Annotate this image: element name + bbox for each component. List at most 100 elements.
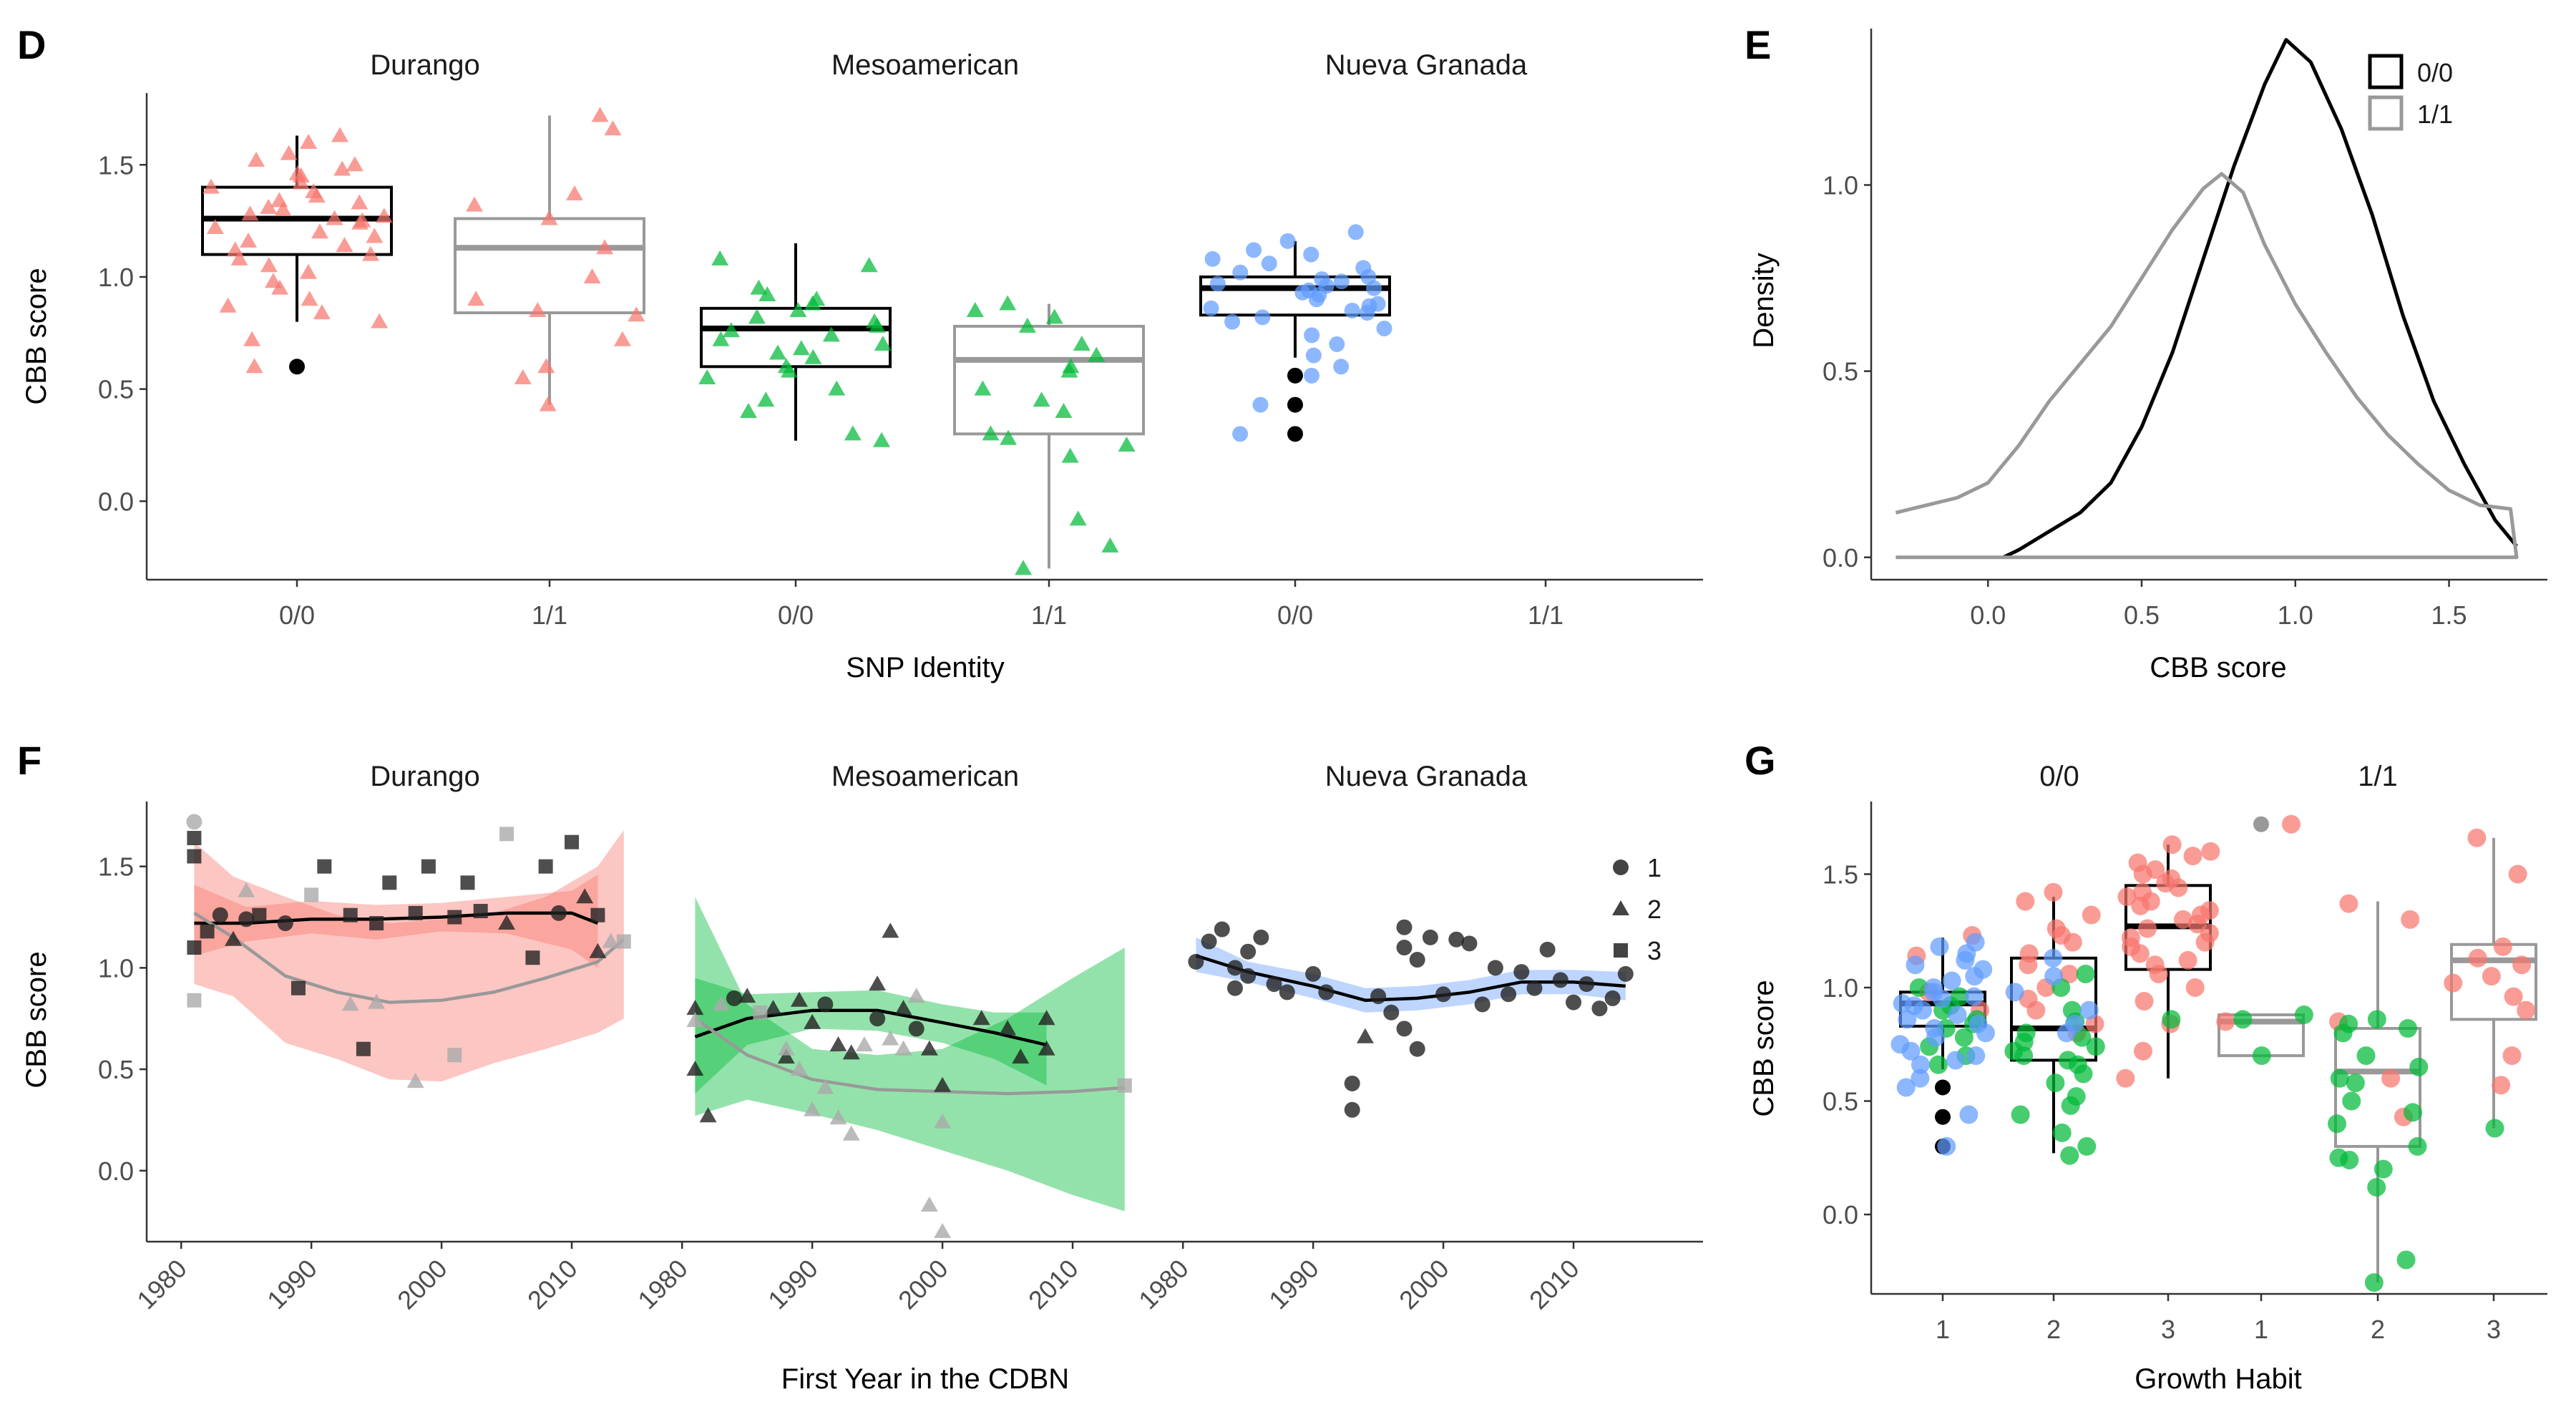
panel-g-point bbox=[2399, 1019, 2418, 1038]
panel-f-point bbox=[590, 907, 605, 922]
panel-g-point bbox=[2019, 955, 2038, 975]
panel-f-point bbox=[550, 905, 567, 921]
panel-g-point bbox=[2294, 1005, 2313, 1025]
panel-g-point bbox=[2281, 814, 2301, 834]
panel-f-x-tick-label: 1980 bbox=[632, 1254, 693, 1315]
panel-d-point bbox=[1304, 327, 1320, 344]
panel-f-point bbox=[447, 1048, 462, 1063]
panel-d-point bbox=[828, 380, 846, 396]
panel-d-y-tick-label: 0.0 bbox=[98, 487, 134, 516]
panel-f-point bbox=[855, 1036, 873, 1052]
panel-d-x-tick-label: 1/1 bbox=[1528, 600, 1563, 630]
panel-f-point bbox=[369, 916, 384, 931]
panel-f-point bbox=[538, 859, 553, 874]
panel-f-point bbox=[1396, 1021, 1413, 1037]
panel-d-point bbox=[326, 210, 343, 225]
panel-d-point bbox=[240, 232, 258, 248]
panel-f-point bbox=[908, 1021, 924, 1037]
panel-g-point bbox=[2201, 842, 2220, 861]
panel-d-point bbox=[1366, 280, 1382, 296]
panel-f-point bbox=[1012, 1048, 1030, 1064]
panel-g-point bbox=[2216, 1012, 2235, 1031]
panel-f-point bbox=[525, 950, 540, 965]
panel-d-point bbox=[822, 326, 840, 342]
panel-e-density-11 bbox=[1895, 172, 2519, 560]
panel-g-point bbox=[1906, 955, 1925, 975]
panel-g-point bbox=[2063, 933, 2082, 952]
panel-f-point bbox=[1318, 984, 1335, 1000]
panel-e-legend-key bbox=[2368, 95, 2404, 131]
panel-f-point bbox=[187, 940, 202, 955]
panel-d-x-axis-title: SNP Identity bbox=[846, 652, 1005, 683]
panel-f-point bbox=[1279, 984, 1295, 1000]
panel-d-point bbox=[1000, 429, 1018, 445]
panel-g-point bbox=[2026, 1000, 2046, 1020]
panel-d-point bbox=[966, 301, 984, 317]
panel-f-point bbox=[186, 814, 203, 830]
panel-g-point bbox=[2339, 894, 2358, 913]
panel-g-point bbox=[1913, 1000, 1932, 1020]
panel-f-point bbox=[842, 1044, 860, 1060]
panel-g-point bbox=[2016, 892, 2035, 911]
panel-d-point bbox=[245, 358, 263, 374]
panel-g-x-tick-label: 2 bbox=[2046, 1315, 2061, 1344]
panel-f-point bbox=[934, 1076, 952, 1092]
panel-f-smooth-line bbox=[694, 1008, 1048, 1047]
panel-f-point bbox=[238, 882, 255, 897]
panel-d-point bbox=[1303, 246, 1319, 263]
panel-f-point bbox=[1305, 965, 1322, 982]
panel-g-point bbox=[1928, 1055, 1948, 1074]
panel-e-legend-label: 0/0 bbox=[2417, 58, 2453, 87]
panel-f-point bbox=[1422, 929, 1438, 945]
panel-f-legend-label: 2 bbox=[1647, 895, 1662, 924]
panel-d-point bbox=[874, 335, 892, 351]
panel-d-point bbox=[1069, 510, 1087, 526]
panel-g-point bbox=[2373, 1159, 2393, 1179]
panel-g-point bbox=[2011, 1105, 2030, 1124]
panel-f-point bbox=[565, 834, 580, 849]
panel-f-point bbox=[1487, 960, 1503, 976]
panel-d-point bbox=[591, 107, 609, 122]
panel-d-boxplot-box bbox=[953, 324, 1145, 436]
panel-d-point bbox=[260, 198, 278, 214]
panel-g-point bbox=[1966, 1046, 1986, 1066]
panel-d-x-tick-label: 0/0 bbox=[778, 600, 814, 630]
panel-f-point bbox=[920, 1196, 938, 1212]
panel-f-point bbox=[343, 907, 358, 922]
panel-d-point bbox=[748, 308, 766, 324]
panel-f-point bbox=[589, 943, 607, 958]
panel-g-point bbox=[1942, 971, 1961, 990]
panel-f-point bbox=[829, 1109, 847, 1125]
panel-d-point bbox=[371, 313, 389, 328]
panel-f-point bbox=[616, 934, 631, 949]
panel-g-point bbox=[2502, 1046, 2522, 1066]
panel-f-point bbox=[1240, 968, 1257, 984]
panel-d-boxplot-outlier bbox=[1287, 396, 1303, 413]
panel-g-point bbox=[2183, 847, 2202, 866]
panel-f-point bbox=[1513, 964, 1530, 980]
panel-e-x-axis-title: CBB score bbox=[2150, 652, 2286, 683]
panel-d-point bbox=[1101, 537, 1119, 552]
panel-f-x-tick-label: 1990 bbox=[261, 1254, 323, 1315]
panel-d-point bbox=[540, 210, 558, 225]
panel-d-point bbox=[1254, 309, 1271, 326]
panel-g-point bbox=[1964, 987, 1984, 1006]
panel-g-point bbox=[2517, 1000, 2536, 1020]
panel-g-boxplot-outlier bbox=[1935, 1109, 1951, 1125]
panel-d-point bbox=[219, 297, 237, 313]
plot-layer: 0.0 0.5 1.0 1.5 0/0 1/1 0/0 1/1 0/0 1/1 0.0 0.5 1.0 0… bbox=[98, 29, 2547, 1344]
panel-d-point bbox=[1224, 313, 1241, 330]
panel-g-point bbox=[1933, 989, 1952, 1008]
panel-d-y-axis-title: CBB score bbox=[21, 268, 52, 404]
panel-d-point bbox=[351, 214, 369, 230]
panel-f-point bbox=[790, 1061, 808, 1076]
panel-label-e: E bbox=[1745, 22, 1771, 67]
panel-g-point bbox=[2079, 1000, 2099, 1020]
panel-d-point bbox=[769, 344, 786, 360]
panel-f-point bbox=[999, 1020, 1017, 1036]
panel-d-point bbox=[565, 185, 583, 201]
panel-e-legend-key bbox=[2368, 54, 2404, 89]
panel-d-point bbox=[333, 160, 351, 176]
panel-f-point bbox=[341, 995, 359, 1011]
panel-e-x-tick-label: 1.0 bbox=[2278, 600, 2313, 630]
